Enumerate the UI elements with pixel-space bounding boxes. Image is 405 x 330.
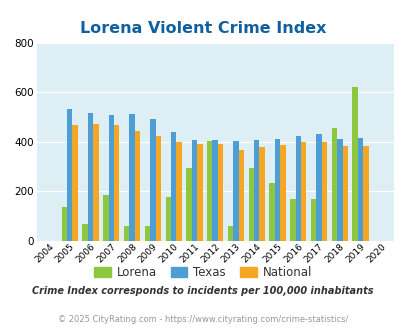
Bar bbox=[145, 226, 150, 241]
Text: © 2025 CityRating.com - https://www.cityrating.com/crime-statistics/: © 2025 CityRating.com - https://www.city… bbox=[58, 315, 347, 324]
Text: Lorena Violent Crime Index: Lorena Violent Crime Index bbox=[79, 21, 326, 36]
Bar bbox=[362, 146, 368, 241]
Bar bbox=[72, 125, 78, 241]
Bar bbox=[212, 140, 217, 241]
Bar bbox=[217, 144, 223, 241]
Bar bbox=[82, 224, 87, 241]
Bar bbox=[336, 139, 342, 241]
Bar bbox=[165, 197, 171, 241]
Bar bbox=[259, 147, 264, 241]
Bar bbox=[150, 119, 155, 241]
Bar bbox=[93, 124, 98, 241]
Bar bbox=[196, 144, 202, 241]
Bar bbox=[321, 142, 326, 241]
Bar bbox=[254, 140, 259, 241]
Bar bbox=[357, 138, 362, 241]
Bar bbox=[300, 142, 306, 241]
Bar bbox=[279, 145, 285, 241]
Bar bbox=[352, 87, 357, 241]
Bar bbox=[227, 226, 233, 241]
Bar bbox=[269, 183, 274, 241]
Bar bbox=[310, 199, 315, 241]
Bar bbox=[342, 146, 347, 241]
Bar bbox=[134, 131, 140, 241]
Bar bbox=[331, 128, 336, 241]
Bar bbox=[191, 140, 196, 241]
Bar bbox=[103, 195, 109, 241]
Bar bbox=[315, 135, 321, 241]
Bar bbox=[114, 125, 119, 241]
Text: Crime Index corresponds to incidents per 100,000 inhabitants: Crime Index corresponds to incidents per… bbox=[32, 286, 373, 296]
Legend: Lorena, Texas, National: Lorena, Texas, National bbox=[89, 262, 316, 284]
Bar bbox=[67, 109, 72, 241]
Bar bbox=[87, 113, 93, 241]
Bar bbox=[233, 141, 238, 241]
Bar bbox=[176, 142, 181, 241]
Bar bbox=[62, 208, 67, 241]
Bar bbox=[238, 150, 243, 241]
Bar bbox=[186, 168, 191, 241]
Bar bbox=[207, 141, 212, 241]
Bar bbox=[124, 226, 129, 241]
Bar bbox=[109, 115, 114, 241]
Bar bbox=[171, 132, 176, 241]
Bar bbox=[295, 136, 300, 241]
Bar bbox=[155, 137, 160, 241]
Bar bbox=[248, 168, 254, 241]
Bar bbox=[274, 139, 279, 241]
Bar bbox=[129, 114, 134, 241]
Bar bbox=[290, 199, 295, 241]
